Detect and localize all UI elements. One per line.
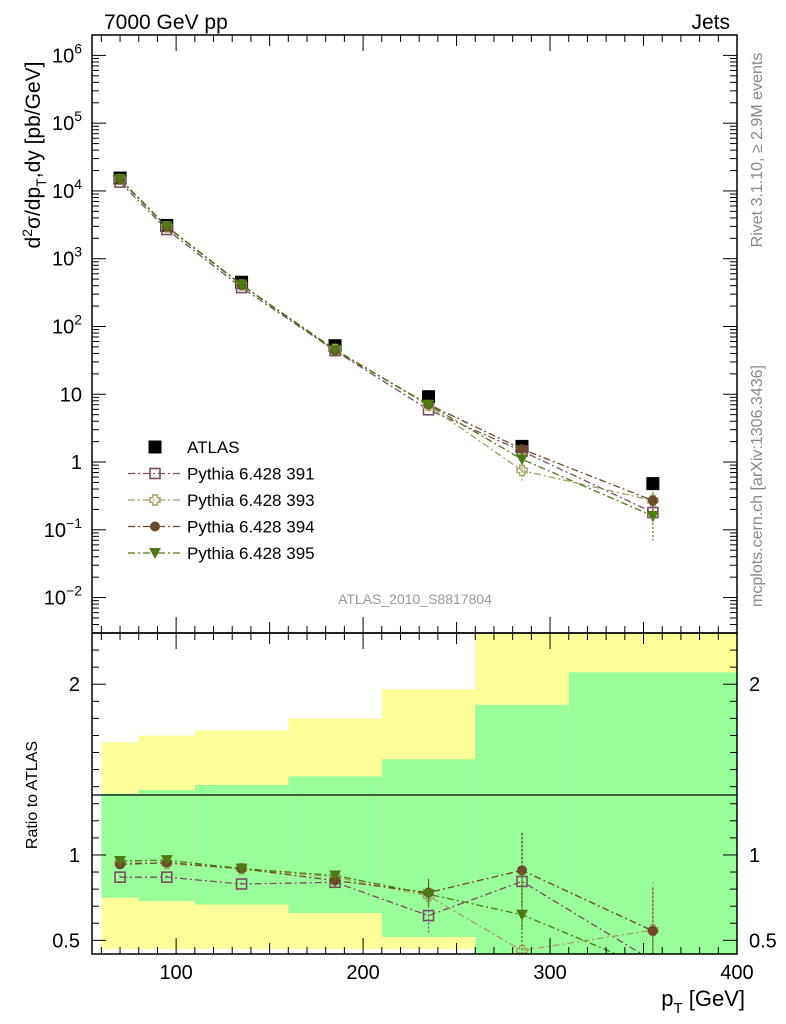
y-tick-label: 10−1 <box>44 515 82 542</box>
y-tick-base: 10 <box>60 384 82 406</box>
marker-triangle <box>646 510 659 522</box>
marker-triangle <box>114 174 127 186</box>
x-tick-label: 300 <box>533 962 566 984</box>
y-tick-label: 103 <box>52 244 82 271</box>
marker-triangle <box>647 964 659 975</box>
ratio-plot-series <box>114 832 659 975</box>
marker-triangle <box>329 344 342 356</box>
marker-open-square <box>149 467 161 480</box>
marker-triangle <box>516 909 528 921</box>
ratio-y-tick-label-right: 1 <box>749 845 760 867</box>
marker-open-square <box>114 871 126 883</box>
main-y-axis-label: d2σ/dpT,dy [pb/GeV] <box>19 62 49 249</box>
ratio-y-tick-label: 0.5 <box>52 930 80 952</box>
y-tick-exponent: −1 <box>66 515 82 531</box>
ylabel-part-2: 2 <box>19 229 35 237</box>
ylabel-part-1: d <box>22 237 45 249</box>
marker-circle <box>647 495 658 506</box>
band-green <box>138 790 195 902</box>
y-tick-base: 10 <box>44 520 66 542</box>
xlabel-part-1: p <box>661 986 673 1011</box>
mcplots-label: mcplots.cern.ch [arXiv:1306.3436] <box>749 365 766 607</box>
marker-square <box>646 477 660 491</box>
ylabel-part-5: ,dy [pb/GeV] <box>22 62 45 179</box>
x-tick-label: 100 <box>159 962 192 984</box>
header-left-label: 7000 GeV pp <box>104 11 228 34</box>
y-tick-exponent: −2 <box>66 583 82 599</box>
y-tick-base: 10 <box>44 588 66 610</box>
legend-label: Pythia 6.428 391 <box>187 465 315 484</box>
marker-square <box>148 440 162 454</box>
xlabel-part-3: [GeV] <box>683 986 745 1011</box>
y-tick-label: 1 <box>71 452 82 474</box>
ratio-y-tick-label-right: 0.5 <box>749 930 777 952</box>
y-tick-label: 105 <box>52 108 82 135</box>
legend-label: Pythia 6.428 393 <box>187 491 315 510</box>
main-plot-series <box>113 171 660 541</box>
legend: ATLAS Pythia 6.428 391 Pythia 6.428 393 Pyt… <box>128 438 315 563</box>
ratio-y-tick-label: 2 <box>69 674 80 696</box>
band-green <box>288 776 382 914</box>
y-tick-exponent: 4 <box>74 176 82 192</box>
y-tick-label: 10 <box>60 384 82 406</box>
ratio-y-tick-label-right: 2 <box>749 674 760 696</box>
marker-triangle <box>422 889 435 901</box>
y-tick-label: 104 <box>52 176 82 203</box>
band-green <box>194 784 289 905</box>
marker-open-cross <box>149 494 161 506</box>
y-tick-base: 10 <box>52 316 74 338</box>
y-tick-exponent: 3 <box>74 244 82 260</box>
marker-open-square <box>422 909 435 922</box>
marker-triangle <box>114 855 127 867</box>
uncertainty-bands <box>101 633 737 954</box>
marker-open-square <box>160 871 173 883</box>
rivet-version-label: Rivet 3.1.10, ≥ 2.9M events <box>749 53 766 248</box>
marker-triangle <box>422 399 435 411</box>
marker-triangle <box>235 279 248 291</box>
marker-circle <box>150 521 160 532</box>
xlabel-part-2: T <box>673 1000 682 1017</box>
x-axis-label: pT [GeV] <box>661 986 745 1017</box>
ratio-plot-frame <box>91 632 738 955</box>
marker-open-cross <box>516 464 528 477</box>
y-tick-exponent: 2 <box>74 311 82 327</box>
y-tick-exponent: 5 <box>74 108 82 124</box>
analysis-label: ATLAS_2010_S8817804 <box>338 591 492 607</box>
y-tick-base: 10 <box>52 249 74 271</box>
ylabel-part-4: T <box>33 178 49 187</box>
ylabel-part-3: σ/dp <box>22 187 45 229</box>
y-tick-base: 1 <box>71 452 82 474</box>
marker-triangle <box>160 855 173 867</box>
y-tick-base: 10 <box>52 45 74 67</box>
marker-open-cross <box>516 944 528 954</box>
marker-circle <box>517 865 527 876</box>
y-tick-exponent: 6 <box>74 40 82 56</box>
y-tick-label: 10−2 <box>44 583 82 610</box>
x-tick-label: 400 <box>720 962 753 984</box>
ratio-y-tick-label: 1 <box>69 845 80 867</box>
y-tick-base: 10 <box>52 181 74 203</box>
legend-label: Pythia 6.428 395 <box>187 544 315 563</box>
marker-triangle <box>149 548 161 559</box>
marker-triangle <box>516 454 528 466</box>
marker-open-square <box>648 956 658 966</box>
marker-circle <box>517 444 527 455</box>
y-tick-label: 102 <box>52 311 82 338</box>
marker-circle <box>647 925 658 936</box>
legend-label: Pythia 6.428 394 <box>187 518 315 537</box>
ratio-y-axis-label: Ratio to ATLAS <box>24 741 41 849</box>
marker-triangle <box>329 870 342 882</box>
y-tick-base: 10 <box>52 113 74 135</box>
x-tick-label: 200 <box>346 962 379 984</box>
header-right-label: Jets <box>691 11 730 34</box>
marker-open-square <box>235 878 248 890</box>
marker-triangle <box>160 221 173 233</box>
y-tick-label: 106 <box>52 40 82 67</box>
series-line <box>119 181 654 514</box>
legend-label: ATLAS <box>187 438 240 457</box>
band-green <box>101 793 139 898</box>
marker-triangle <box>235 863 248 875</box>
